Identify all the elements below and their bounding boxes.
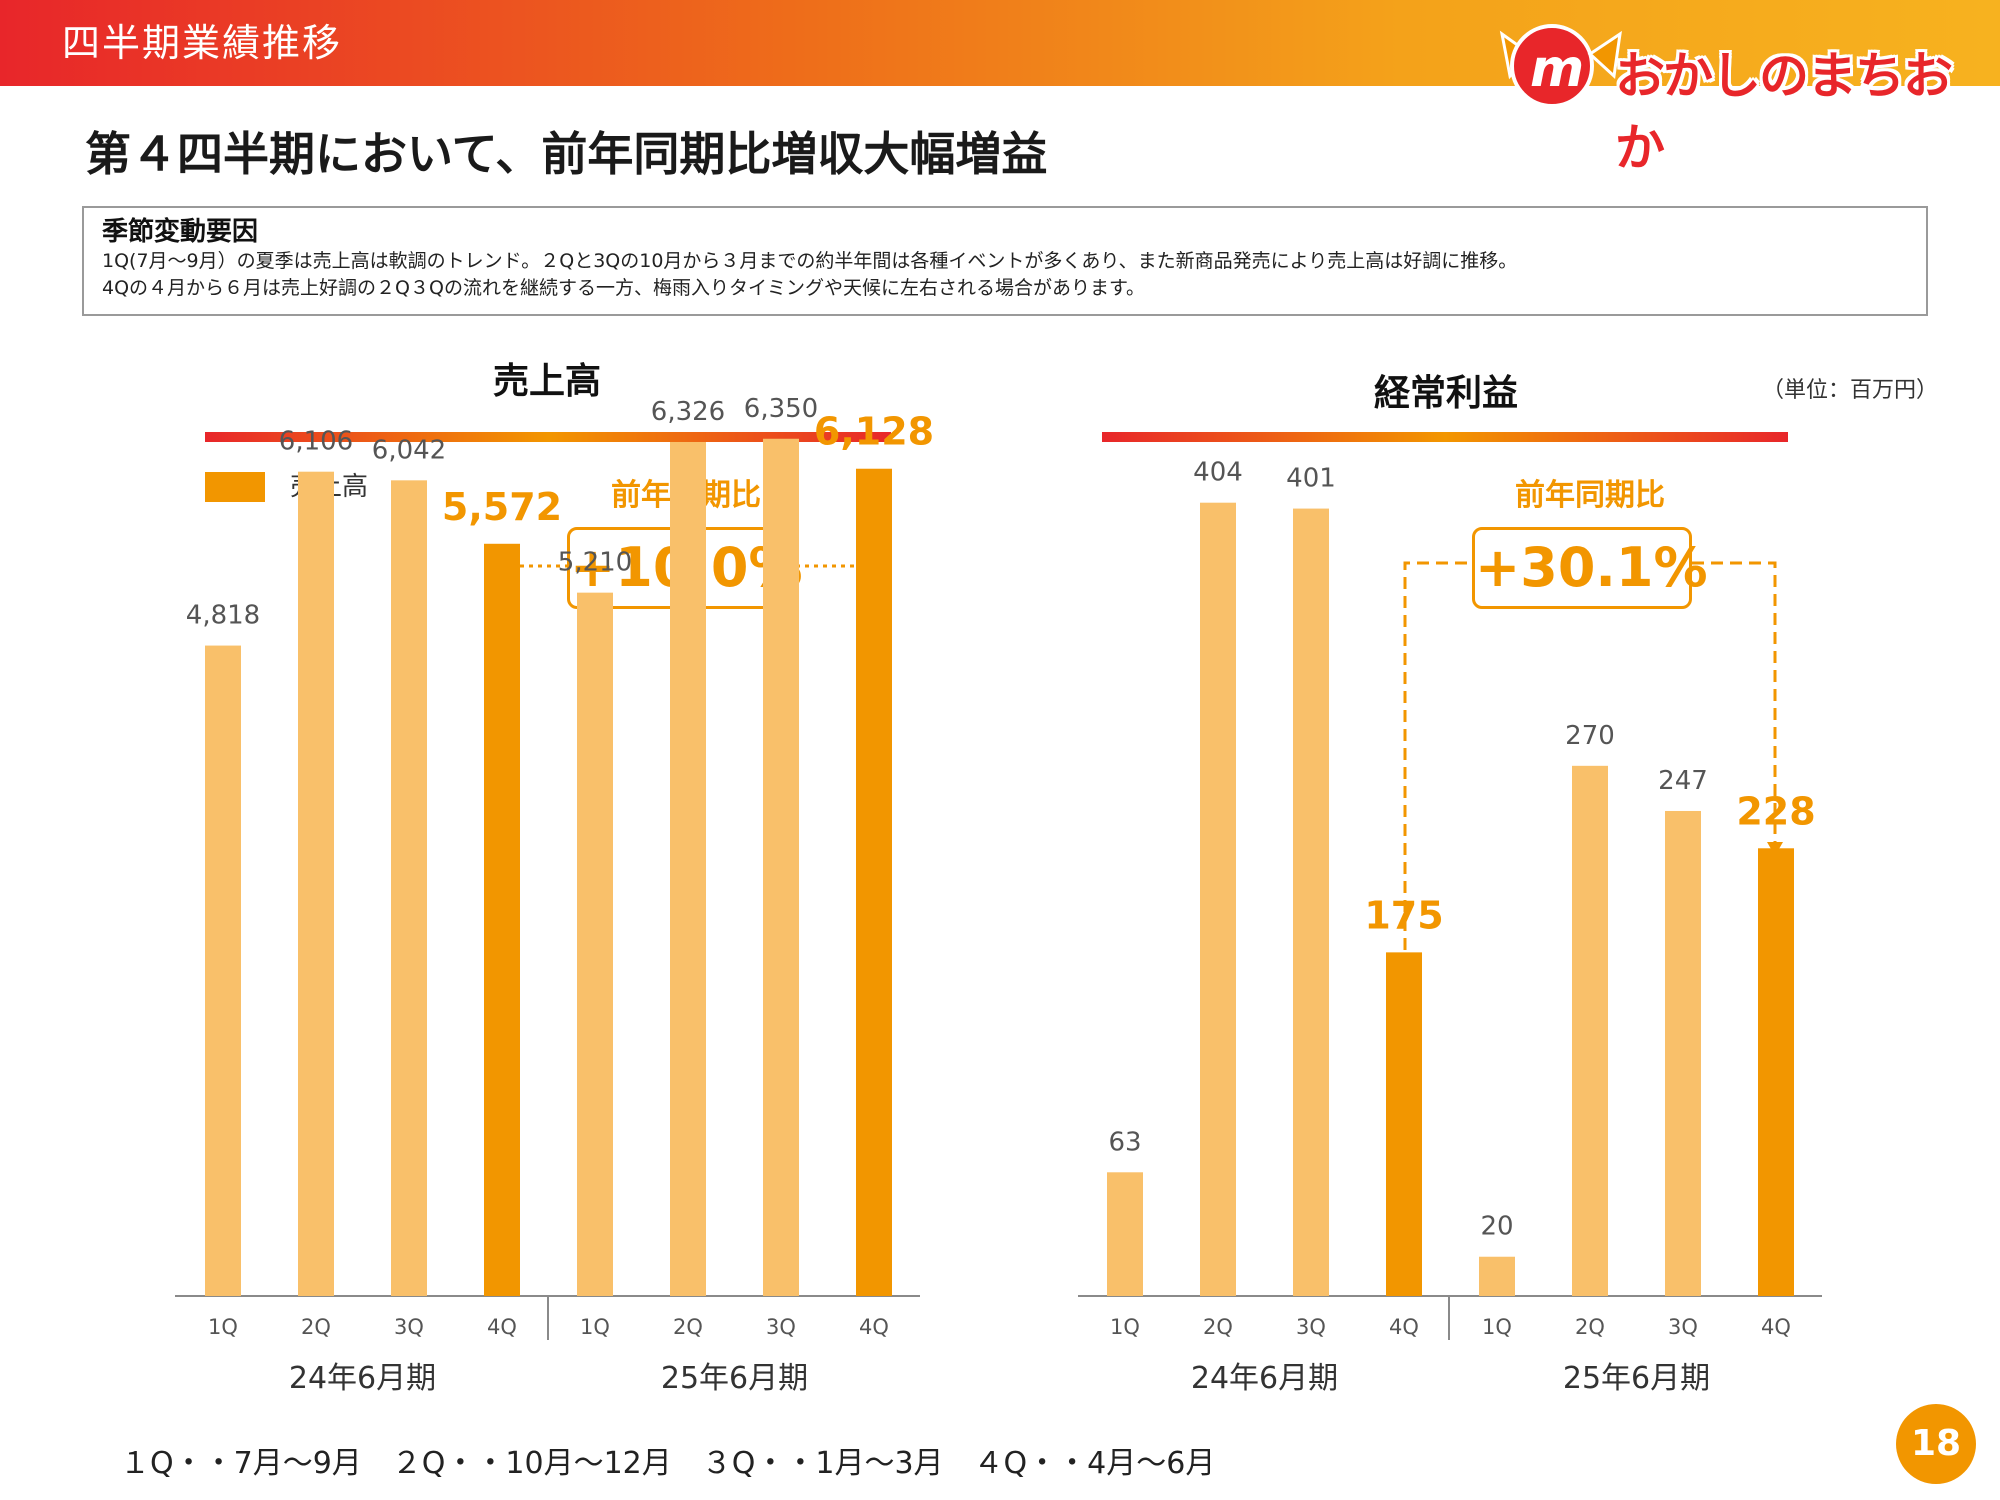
profit-tick-label: 4Q	[1389, 1315, 1419, 1339]
sales-tick-label: 1Q	[580, 1315, 610, 1339]
sales-tick-label: 3Q	[394, 1315, 424, 1339]
sales-data-label: 6,042	[372, 435, 446, 465]
profit-bar	[1479, 1256, 1515, 1296]
profit-yoy-value: +30.1%	[1472, 527, 1708, 609]
profit-data-label: 270	[1565, 721, 1615, 751]
profit-data-label: 247	[1658, 766, 1708, 796]
profit-group-label: 24年6月期	[1191, 1361, 1338, 1396]
sales-data-label: 6,106	[279, 427, 353, 457]
profit-yoy-connector-right	[1692, 561, 1777, 842]
profit-bar	[1386, 952, 1422, 1296]
profit-tick-label: 3Q	[1668, 1315, 1698, 1339]
sales-tick-label: 2Q	[301, 1315, 331, 1339]
page-headline: 第４四半期において、前年同期比増収大幅増益	[85, 127, 1048, 181]
profit-tick-label: 1Q	[1110, 1315, 1140, 1339]
sales-bar	[856, 468, 892, 1297]
sales-chart: 4,818 1Q 6,106 2Q 6,042 3Q 5,572 4Q 5,210 1Q 6,326…	[175, 394, 934, 1396]
legend-swatch	[205, 472, 265, 502]
sales-tick-label: 1Q	[208, 1315, 238, 1339]
candy-icon: m	[1499, 24, 1622, 108]
note-line: 4Qの４月から６月は売上好調の２Q３Qの流れを継続する一方、梅雨入りタイミングや…	[102, 277, 1146, 299]
profit-tick-label: 1Q	[1482, 1315, 1512, 1339]
charts-canvas: 4,818 1Q 6,106 2Q 6,042 3Q 5,572 4Q 5,210 1Q 6,326…	[175, 394, 1822, 1396]
profit-tick-label: 2Q	[1203, 1315, 1233, 1339]
profit-yoy-connector-left	[1403, 561, 1472, 950]
sales-data-label: 6,326	[651, 397, 725, 427]
profit-title-underline	[1102, 432, 1788, 442]
profit-bar	[1665, 810, 1701, 1296]
sales-group-label: 25年6月期	[661, 1361, 808, 1396]
sales-bar	[484, 543, 520, 1296]
profit-chart-title: 経常利益	[1373, 373, 1518, 414]
sales-data-label: 5,572	[442, 485, 562, 529]
profit-yoy-label: 前年同期比	[1515, 478, 1665, 513]
sales-data-label: 4,818	[186, 601, 260, 631]
sales-tick-label: 4Q	[859, 1315, 889, 1339]
sales-data-label: 6,128	[814, 410, 934, 454]
profit-data-label: 401	[1286, 464, 1336, 494]
sales-bar	[298, 471, 334, 1296]
sales-data-label: 6,350	[744, 394, 818, 424]
header-bar: 四半期業績推移	[0, 0, 2000, 86]
sales-bar	[391, 480, 427, 1297]
svg-text:m: m	[1530, 39, 1584, 99]
sales-tick-label: 4Q	[487, 1315, 517, 1339]
sales-bar	[763, 438, 799, 1296]
seasonality-note: 季節変動要因 1Q(7月〜9月）の夏季は売上高は軟調のトレンド。２Qと3Qの10…	[82, 206, 1928, 316]
sales-bar	[205, 645, 241, 1296]
sales-tick-label: 3Q	[766, 1315, 796, 1339]
page-number: 18	[1896, 1404, 1976, 1484]
sales-bar	[577, 592, 613, 1296]
profit-data-label: 228	[1736, 789, 1815, 833]
profit-bar	[1200, 502, 1236, 1296]
sales-tick-label: 2Q	[673, 1315, 703, 1339]
quarter-legend-footer: １Q・・7月〜9月 ２Q・・10月〜12月 ３Q・・1月〜3月 ４Q・・4月〜6…	[120, 1446, 1216, 1481]
profit-data-label: 175	[1364, 893, 1443, 937]
sales-chart-title: 売上高	[492, 361, 601, 402]
sales-title-underline	[205, 432, 891, 442]
unit-label: （単位：百万円）	[1762, 378, 1939, 403]
profit-data-label: 63	[1108, 1127, 1141, 1157]
profit-tick-label: 2Q	[1575, 1315, 1605, 1339]
profit-bar	[1758, 848, 1794, 1296]
profit-bar	[1293, 508, 1329, 1297]
profit-tick-label: 3Q	[1296, 1315, 1326, 1339]
profit-group-label: 25年6月期	[1563, 1361, 1710, 1396]
profit-bar	[1572, 765, 1608, 1296]
profit-bar	[1107, 1172, 1143, 1296]
sales-data-label: 5,210	[558, 548, 632, 578]
note-line: 1Q(7月〜9月）の夏季は売上高は軟調のトレンド。２Qと3Qの10月から３月まで…	[102, 250, 1518, 272]
profit-data-label: 20	[1480, 1212, 1513, 1242]
profit-chart: 63 1Q 404 2Q 401 3Q 175 4Q 20 1Q 270 2Q 247 3Q 228 4Q 24…	[1078, 458, 1822, 1396]
section-title: 四半期業績推移	[62, 21, 343, 65]
logo-text: おかしのまちおか	[1615, 47, 1953, 177]
company-logo: m おかしのまちおか	[1490, 14, 1980, 177]
profit-data-label: 404	[1193, 458, 1243, 488]
note-title: 季節変動要因	[102, 217, 259, 247]
sales-bar	[670, 441, 706, 1296]
profit-tick-label: 4Q	[1761, 1315, 1791, 1339]
sales-group-label: 24年6月期	[289, 1361, 436, 1396]
